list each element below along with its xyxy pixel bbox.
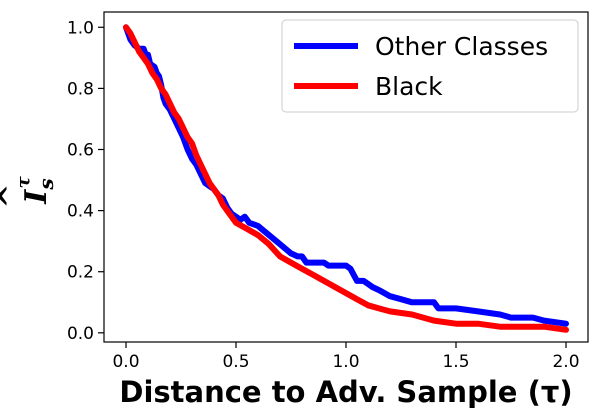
y-axis-label-hat: ^ — [0, 183, 28, 208]
y-axis-label-base: I — [19, 189, 54, 205]
x-tick-label: 0.5 — [222, 352, 249, 372]
x-axis-label: Distance to Adv. Sample (τ) — [119, 375, 572, 409]
svg-text:Isτ: Isτ — [13, 175, 58, 204]
x-tick-label: 1.0 — [332, 352, 359, 372]
y-axis-label: Isτ ^ — [0, 175, 58, 208]
y-tick-label: 0.8 — [67, 79, 94, 99]
x-tick-label: 0.0 — [112, 352, 139, 372]
y-tick-label: 0.4 — [67, 202, 94, 222]
y-tick-label: 1.0 — [67, 18, 94, 38]
x-tick-label: 1.5 — [442, 352, 469, 372]
y-tick-label: 0.6 — [67, 141, 94, 161]
x-axis-ticks: 0.0 0.5 1.0 1.5 2.0 — [112, 342, 580, 372]
y-axis-label-sup: τ — [13, 175, 34, 188]
x-tick-label: 2.0 — [552, 352, 579, 372]
y-axis-ticks: 0.0 0.2 0.4 0.6 0.8 1.0 — [67, 18, 104, 344]
series-line-black — [123, 24, 569, 333]
legend: Other Classes Black — [281, 19, 579, 113]
legend-label-other-classes: Other Classes — [375, 32, 548, 61]
y-tick-label: 0.2 — [67, 263, 94, 283]
y-axis-label-sub: s — [34, 178, 58, 190]
legend-label-black: Black — [375, 72, 443, 101]
y-tick-label: 0.0 — [67, 324, 94, 344]
series-line-other-classes — [123, 24, 569, 327]
series-lines — [123, 24, 569, 333]
